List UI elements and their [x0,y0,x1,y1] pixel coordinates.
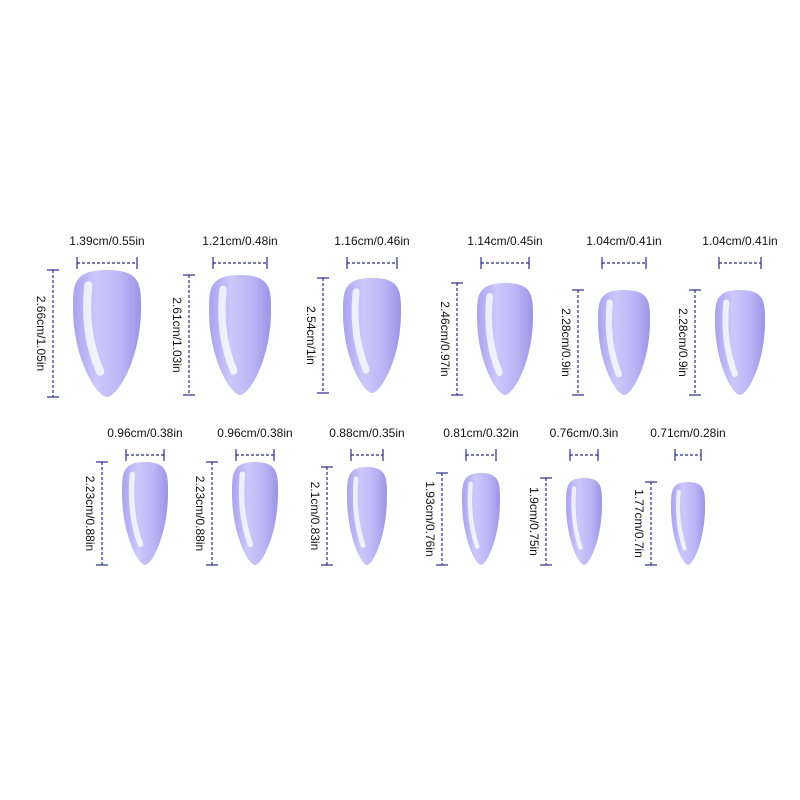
length-label: 2.54cm/1in [304,306,318,365]
nail-highlight [83,281,105,376]
length-label: 1.77cm/0.7in [632,489,646,558]
length-label: 2.1cm/0.83in [308,482,322,551]
width-label: 0.96cm/0.38in [107,426,182,440]
nail-highlight [571,486,583,550]
width-label: 1.39cm/0.55in [69,234,144,248]
nail-highlight [676,489,687,551]
length-label: 2.23cm/0.88in [83,476,97,551]
nail-highlight [351,288,370,374]
nail-highlight [352,476,366,548]
length-label: 1.9cm/0.75in [527,487,541,556]
length-label: 2.61cm/1.03in [170,297,184,372]
nail-highlight [218,285,238,375]
width-label: 0.76cm/0.3in [550,426,619,440]
length-label: 2.46cm/0.97in [438,301,452,376]
nail-highlight [485,293,503,376]
width-label: 1.14cm/0.45in [467,234,542,248]
width-label: 0.71cm/0.28in [650,426,725,440]
nail-highlight [128,471,144,548]
nail-highlight [605,299,622,378]
length-label: 2.28cm/0.9in [559,308,573,377]
length-label: 1.93cm/0.76in [423,481,437,556]
nail-highlight [467,481,480,549]
nail-highlight [722,299,738,377]
width-label: 1.04cm/0.41in [702,234,777,248]
width-label: 0.88cm/0.35in [329,426,404,440]
width-label: 1.04cm/0.41in [586,234,661,248]
nail-highlight [238,471,254,548]
width-label: 0.96cm/0.38in [217,426,292,440]
length-label: 2.66cm/1.05in [34,296,48,371]
width-label: 1.21cm/0.48in [202,234,277,248]
width-label: 1.16cm/0.46in [334,234,409,248]
width-label: 0.81cm/0.32in [443,426,518,440]
length-label: 2.23cm/0.88in [193,476,207,551]
length-label: 2.28cm/0.9in [676,308,690,377]
